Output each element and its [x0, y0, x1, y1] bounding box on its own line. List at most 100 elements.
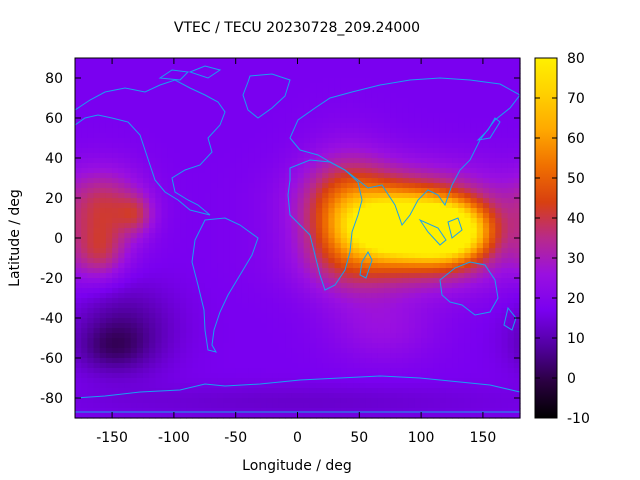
- heatmap-cell: [303, 313, 311, 319]
- heatmap-cell: [359, 173, 367, 179]
- heatmap-cell: [192, 68, 200, 74]
- heatmap-cell: [346, 168, 354, 174]
- heatmap-cell: [167, 178, 175, 184]
- heatmap-cell: [272, 143, 280, 149]
- heatmap-cell: [130, 208, 138, 214]
- heatmap-cell: [99, 293, 107, 299]
- heatmap-cell: [118, 133, 126, 139]
- heatmap-cell: [210, 243, 218, 249]
- heatmap-cell: [439, 88, 447, 94]
- heatmap-cell: [87, 323, 95, 329]
- heatmap-cell: [278, 198, 286, 204]
- heatmap-cell: [198, 83, 206, 89]
- heatmap-cell: [495, 58, 503, 64]
- heatmap-cell: [495, 233, 503, 239]
- heatmap-cell: [501, 168, 509, 174]
- heatmap-cell: [167, 268, 175, 274]
- heatmap-cell: [266, 63, 274, 69]
- heatmap-cell: [272, 208, 280, 214]
- heatmap-cell: [229, 398, 237, 404]
- heatmap-cell: [173, 303, 181, 309]
- heatmap-cell: [513, 73, 521, 79]
- heatmap-cell: [223, 303, 231, 309]
- heatmap-cell: [427, 343, 435, 349]
- heatmap-cell: [291, 118, 299, 124]
- heatmap-cell: [433, 368, 441, 374]
- heatmap-cell: [167, 163, 175, 169]
- heatmap-cell: [130, 178, 138, 184]
- heatmap-cell: [93, 308, 101, 314]
- heatmap-cell: [130, 288, 138, 294]
- heatmap-cell: [198, 93, 206, 99]
- heatmap-cell: [396, 133, 404, 139]
- heatmap-cell: [155, 108, 163, 114]
- heatmap-cell: [229, 293, 237, 299]
- heatmap-cell: [408, 163, 416, 169]
- heatmap-cell: [322, 78, 329, 84]
- heatmap-cell: [75, 368, 82, 374]
- heatmap-cell: [346, 208, 354, 214]
- heatmap-cell: [285, 68, 292, 74]
- heatmap-cell: [396, 213, 404, 219]
- heatmap-cell: [81, 58, 88, 64]
- heatmap-cell: [229, 128, 237, 134]
- heatmap-cell: [124, 268, 132, 274]
- heatmap-cell: [99, 148, 107, 154]
- heatmap-cell: [229, 358, 237, 364]
- heatmap-cell: [353, 253, 360, 259]
- heatmap-cell: [204, 88, 212, 94]
- heatmap-cell: [204, 253, 212, 259]
- heatmap-cell: [390, 228, 397, 234]
- heatmap-cell: [464, 368, 472, 374]
- heatmap-cell: [118, 158, 126, 164]
- heatmap-cell: [309, 243, 317, 249]
- heatmap-cell: [118, 148, 126, 154]
- heatmap-cell: [297, 123, 305, 129]
- heatmap-cell: [507, 98, 515, 104]
- heatmap-cell: [507, 363, 515, 369]
- heatmap-cell: [291, 178, 299, 184]
- heatmap-cell: [130, 403, 138, 409]
- heatmap-cell: [439, 268, 447, 274]
- heatmap-cell: [346, 348, 354, 354]
- heatmap-cell: [365, 153, 373, 159]
- heatmap-cell: [390, 333, 397, 339]
- heatmap-cell: [353, 323, 360, 329]
- heatmap-cell: [278, 63, 286, 69]
- heatmap-cell: [229, 208, 237, 214]
- heatmap-cell: [285, 133, 292, 139]
- heatmap-cell: [328, 228, 336, 234]
- heatmap-cell: [149, 348, 156, 354]
- heatmap-cell: [359, 223, 367, 229]
- heatmap-cell: [124, 203, 132, 209]
- heatmap-cell: [421, 338, 428, 344]
- heatmap-cell: [433, 308, 441, 314]
- heatmap-cell: [210, 148, 218, 154]
- heatmap-cell: [105, 58, 113, 64]
- heatmap-cell: [390, 168, 397, 174]
- heatmap-cell: [365, 138, 373, 144]
- heatmap-cell: [248, 208, 255, 214]
- heatmap-cell: [180, 68, 187, 74]
- heatmap-cell: [254, 398, 262, 404]
- heatmap-cell: [377, 103, 385, 109]
- heatmap-cell: [489, 378, 496, 384]
- heatmap-cell: [229, 303, 237, 309]
- heatmap-cell: [340, 143, 348, 149]
- heatmap-cell: [198, 238, 206, 244]
- heatmap-cell: [105, 133, 113, 139]
- heatmap-cell: [482, 138, 490, 144]
- heatmap-cell: [452, 123, 459, 129]
- heatmap-cell: [458, 298, 465, 304]
- heatmap-cell: [476, 308, 484, 314]
- heatmap-cell: [210, 323, 218, 329]
- heatmap-cell: [384, 208, 391, 214]
- heatmap-cell: [118, 123, 126, 129]
- heatmap-cell: [513, 153, 521, 159]
- heatmap-cell: [235, 88, 243, 94]
- heatmap-cell: [303, 103, 311, 109]
- heatmap-cell: [260, 178, 268, 184]
- heatmap-cell: [260, 198, 268, 204]
- heatmap-cell: [248, 128, 255, 134]
- heatmap-cell: [439, 148, 447, 154]
